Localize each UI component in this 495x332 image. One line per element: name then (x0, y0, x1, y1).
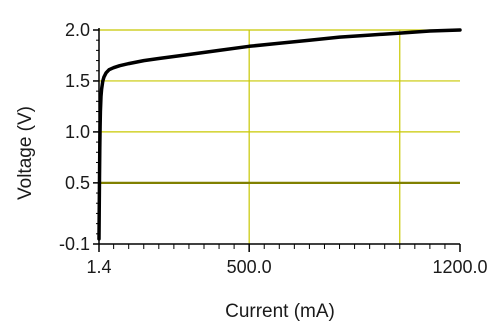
y-tick-label: 1.5 (65, 71, 90, 91)
y-tick-label: 0.5 (65, 173, 90, 193)
x-axis-title: Current (mA) (225, 301, 335, 322)
x-tick-label: 1.4 (86, 257, 111, 277)
y-tick-label: 2.0 (65, 20, 90, 40)
series-layer (97, 28, 462, 241)
x-tick-label: 1200.0 (432, 257, 487, 277)
grid-layer (99, 29, 460, 244)
y-axis-title: Voltage (V) (15, 106, 36, 200)
x-tick-label: 500.0 (227, 257, 272, 277)
y-tick-label: 1.0 (65, 122, 90, 142)
series-line (97, 28, 462, 241)
label-layer: Current (mA) Voltage (V) -0.1 0.5 1.0 1.5 2.… (15, 20, 488, 322)
y-tick-label: -0.1 (59, 234, 90, 254)
